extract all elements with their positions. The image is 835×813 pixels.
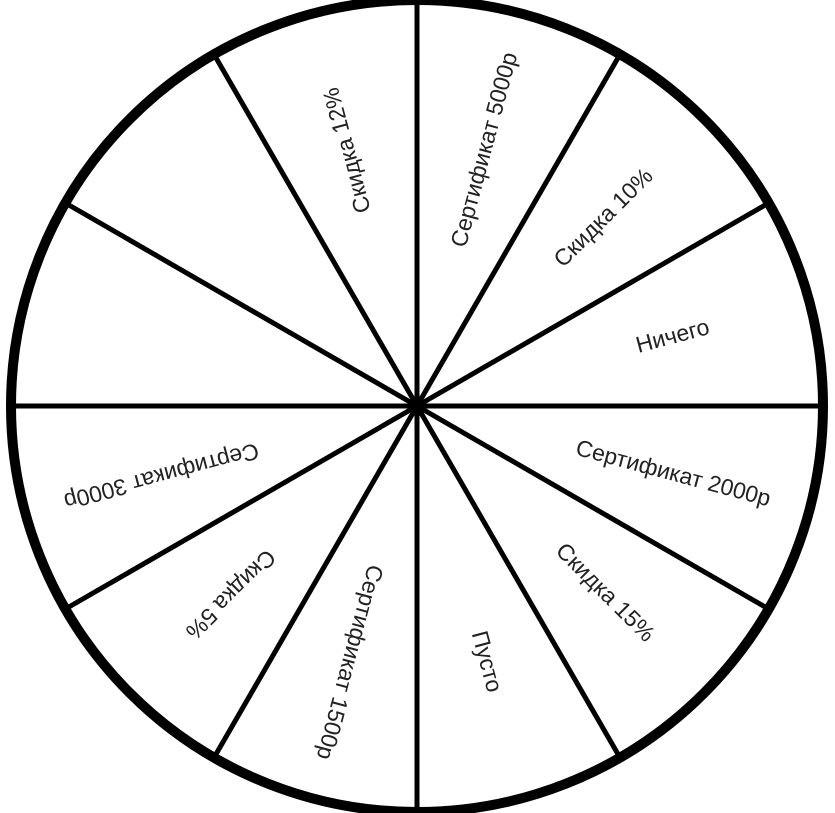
sector-divider: [211, 53, 420, 408]
wheel-rim: [6, 0, 828, 813]
sector-divider: [415, 200, 770, 409]
sector-divider: [415, 403, 770, 612]
sector-divider: [414, 404, 623, 759]
sector-dividers: [11, 0, 823, 812]
sector-divider: [64, 403, 419, 612]
sector-divider: [414, 53, 623, 408]
sector-divider: [64, 200, 419, 409]
sector-divider: [211, 404, 420, 759]
